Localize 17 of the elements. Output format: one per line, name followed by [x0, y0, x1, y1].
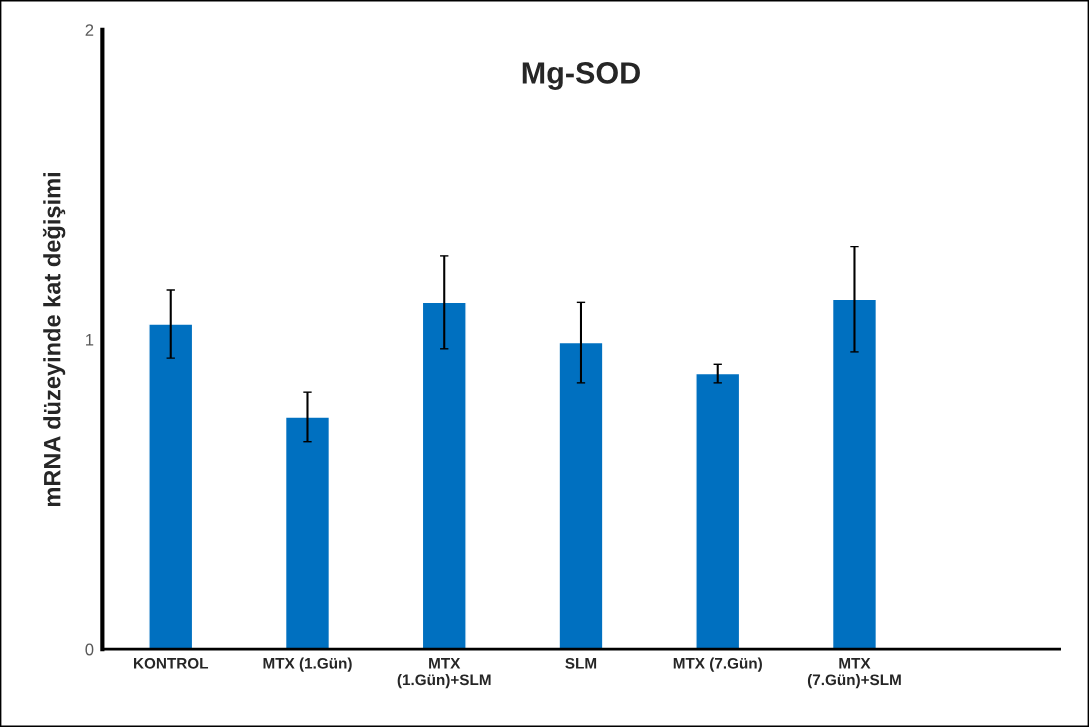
bar	[831, 298, 878, 650]
bar	[148, 323, 194, 650]
bar	[695, 372, 741, 650]
x-tick-label: MTX (1.Gün)	[263, 657, 352, 672]
bar	[421, 301, 467, 650]
bar	[558, 341, 604, 650]
y-tick-label: 0	[85, 643, 94, 656]
bar	[284, 416, 331, 650]
x-tick-label: SLM	[565, 657, 597, 669]
text: Mg-SOD	[522, 62, 640, 90]
x-tick-label: KONTROL	[134, 657, 209, 669]
x-tick-label: MTX (7.Gün)	[673, 657, 762, 672]
x-tick-label: MTX (1.Gün)+SLM	[397, 658, 491, 689]
x-tick-label: MTX (7.Gün)+SLM	[807, 658, 901, 689]
y-axis-title: mRNA düzeyinde kat değişimi	[42, 173, 66, 507]
y-tick-label: 2	[85, 24, 94, 36]
y-tick-label: 1	[86, 334, 94, 346]
